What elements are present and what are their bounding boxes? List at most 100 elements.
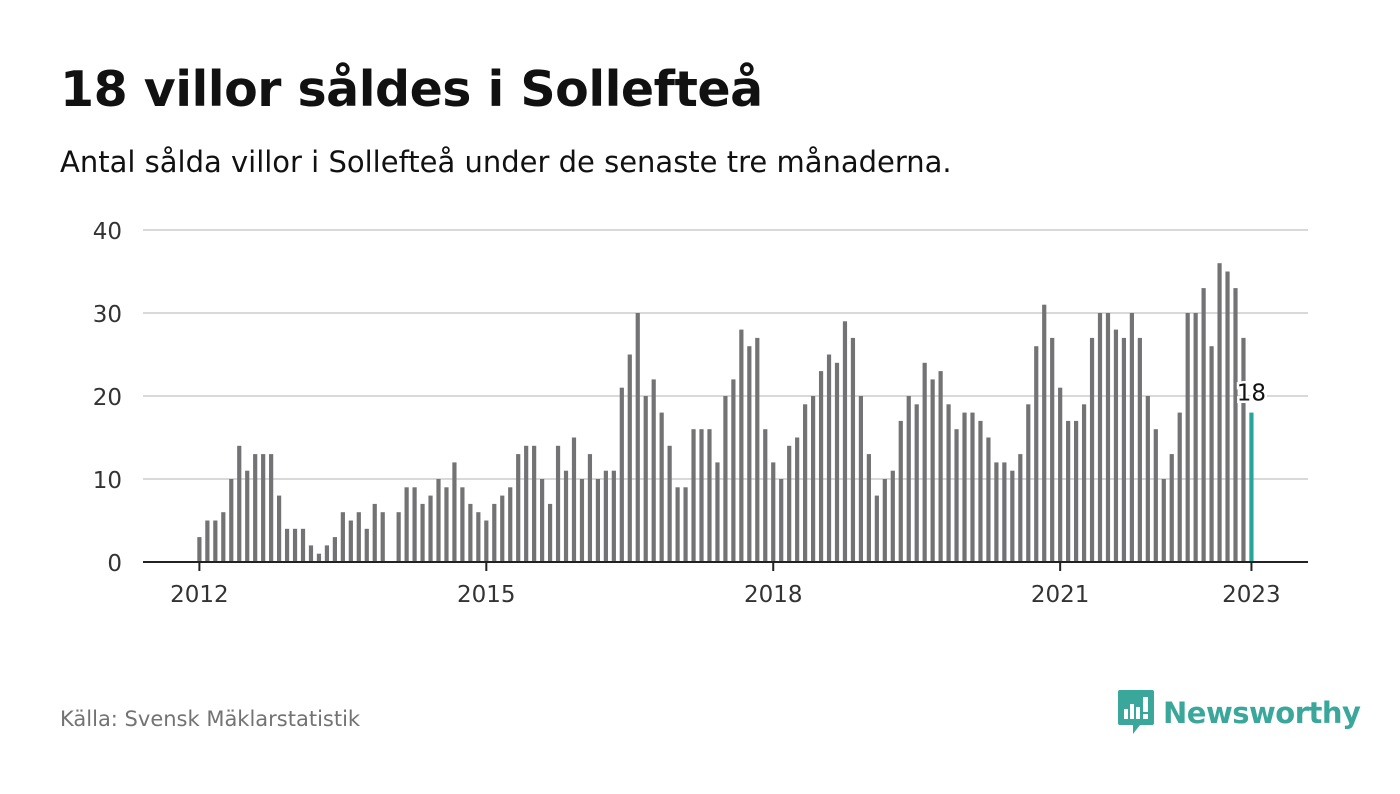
bar [1105,313,1111,562]
x-tick-label: 2021 [1031,582,1090,608]
y-tick-label: 40 [93,219,122,245]
bar [1081,404,1087,562]
bar [508,487,513,562]
bar [1161,479,1166,562]
bar [882,479,887,562]
bar [667,445,672,562]
bar [348,520,353,562]
bar [627,354,632,562]
bars [197,263,1254,562]
bar [563,470,569,562]
bar [428,495,433,562]
bar [364,528,369,562]
bar [826,354,832,562]
bar [986,437,991,562]
bar [476,512,481,562]
bar [1097,313,1103,562]
bar [699,429,704,562]
x-tick-label: 2023 [1222,582,1281,608]
bar [1010,470,1015,562]
bar [547,503,553,562]
bar [340,512,345,562]
bar [1034,346,1039,562]
bar [468,503,473,562]
y-tick-label: 10 [93,468,122,494]
bar [922,362,927,562]
bar [197,537,202,562]
bar [1002,462,1007,562]
bar [532,445,537,562]
bar [1089,337,1095,562]
bar [906,396,911,562]
bar [229,479,234,562]
bar [834,362,840,562]
bar [571,437,577,562]
bar [524,445,529,562]
bar [587,454,593,562]
bar [595,479,600,562]
y-tick-label: 30 [93,302,122,328]
bar [412,487,417,562]
bar [691,429,696,562]
bar [779,479,784,562]
bar-highlight [1249,412,1254,562]
bar [810,396,816,562]
bar [1209,346,1214,562]
x-tick-label: 2018 [744,582,803,608]
chart-title: 18 villor såldes i Sollefteå [60,61,763,118]
bar [643,396,648,562]
bar [1233,288,1238,562]
bar [213,520,218,562]
bar [1121,337,1127,562]
bar [284,528,290,562]
bar [500,495,505,562]
bar [1145,396,1150,562]
bar [404,487,409,562]
bar [755,337,760,562]
bar [245,470,250,562]
bar [731,379,736,562]
bar [611,470,616,562]
bar [436,479,441,562]
bar [1241,337,1246,562]
bar [763,429,768,562]
labels: 0 10 20 30 40 2012 2015 2018 2021 2023 18 [93,219,1281,608]
bar [707,429,712,562]
bar [380,512,385,562]
bar [1137,337,1142,562]
bar [962,412,967,562]
bar [994,462,999,562]
y-tick-label: 20 [93,385,122,411]
bar [715,462,720,562]
bar [771,462,776,562]
bar [1050,337,1055,562]
bar [890,470,895,562]
bar [1193,313,1198,562]
bar [372,503,377,562]
bar [930,379,935,562]
bar [914,404,919,562]
bar [579,479,585,562]
bar [603,470,608,562]
x-tick-label: 2012 [170,582,229,608]
bar [300,528,306,562]
bar [858,396,864,562]
bar [1225,271,1230,562]
bar [866,454,871,562]
chart-subtitle: Antal sålda villor i Sollefteå under de … [60,145,952,179]
bar [1066,420,1071,562]
axes [143,561,1308,571]
bar [978,420,983,562]
bar [619,387,624,562]
bar [452,462,457,562]
brand-logo: Newsworthy [1118,690,1361,736]
bar [970,412,975,562]
bar [516,454,521,562]
bar [221,512,226,562]
bar [1074,420,1079,562]
bar [1153,429,1158,562]
bar [683,487,688,562]
bar [850,337,856,562]
bar [1042,304,1047,562]
bar [1026,404,1031,562]
